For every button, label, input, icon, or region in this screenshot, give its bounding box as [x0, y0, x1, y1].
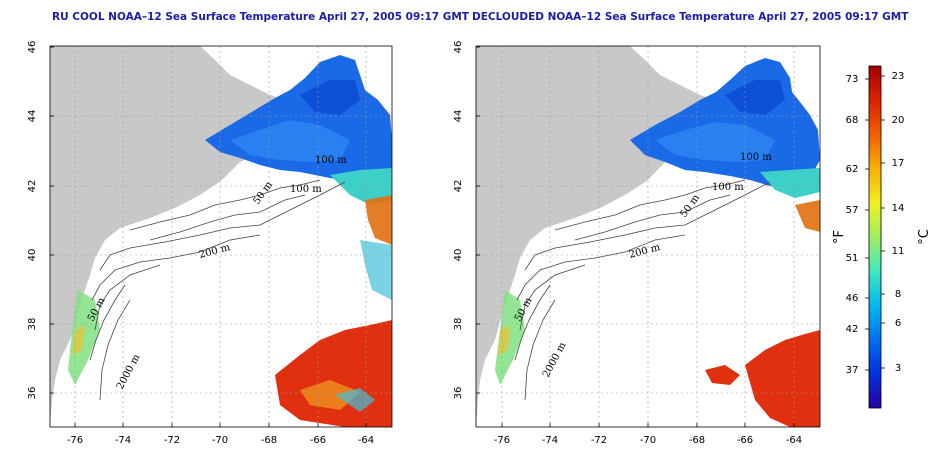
fahrenheit-tick: 73 [846, 74, 859, 85]
lat-tick-labels-left: 46 44 42 40 38 36 [27, 41, 38, 400]
contour-label: 100 m [740, 152, 772, 163]
lon-tick: -70 [640, 435, 656, 446]
lat-tick: 38 [453, 318, 464, 331]
colorbar-fahrenheit-ticks: 73 68 62 57 51 46 42 37 [846, 74, 859, 376]
lon-tick: -76 [67, 435, 83, 446]
lon-tick: -66 [737, 435, 753, 446]
lon-tick: -68 [261, 435, 277, 446]
fahrenheit-tick: 51 [846, 253, 859, 264]
lon-tick: -72 [164, 435, 180, 446]
colorbar: 73 68 62 57 51 46 42 37 23 20 17 14 11 8… [832, 65, 932, 409]
lat-tick: 36 [27, 387, 38, 400]
celsius-tick: 14 [892, 203, 905, 214]
lat-tick: 44 [27, 110, 38, 123]
fahrenheit-unit-label: °F [832, 230, 847, 244]
lon-tick: -76 [494, 435, 510, 446]
lat-tick: 36 [453, 387, 464, 400]
lat-tick: 40 [453, 249, 464, 262]
lon-tick: -74 [115, 435, 131, 446]
lon-tick: -66 [310, 435, 326, 446]
celsius-unit-label: °C [917, 229, 932, 245]
lon-tick-labels-right: -76 -74 -72 -70 -68 -66 -64 [494, 435, 802, 446]
celsius-tick: 23 [892, 71, 905, 82]
panel-title-right: DECLOUDED NOAA–12 Sea Surface Temperatur… [472, 11, 909, 23]
celsius-tick: 17 [892, 158, 905, 169]
lat-tick: 42 [27, 180, 38, 193]
contour-label: 100 m [315, 155, 347, 166]
lat-tick: 40 [27, 249, 38, 262]
lon-tick: -68 [689, 435, 705, 446]
lon-tick: -70 [212, 435, 228, 446]
lat-tick: 46 [453, 41, 464, 54]
map-panel-left: 100 m 50 m 200 m 50 m 2000 m 100 m 46 44… [27, 41, 393, 446]
celsius-tick: 3 [895, 363, 901, 374]
lon-tick: -64 [786, 435, 802, 446]
lon-tick: -72 [591, 435, 607, 446]
celsius-tick: 20 [892, 115, 905, 126]
celsius-tick: 6 [895, 318, 901, 329]
fahrenheit-tick: 46 [846, 293, 859, 304]
lat-tick: 44 [453, 110, 464, 123]
fahrenheit-tick: 57 [846, 205, 859, 216]
fahrenheit-tick: 37 [846, 365, 859, 376]
fahrenheit-tick: 62 [846, 164, 859, 175]
fahrenheit-tick: 42 [846, 324, 859, 335]
lon-tick-labels-left: -76 -74 -72 -70 -68 -66 -64 [67, 435, 374, 446]
lat-tick: 38 [27, 318, 38, 331]
contour-label: 100 m [290, 184, 322, 195]
contour-label: 100 m [712, 182, 744, 193]
celsius-tick: 8 [895, 289, 901, 300]
colorbar-celsius-ticks: 23 20 17 14 11 8 6 3 [892, 71, 905, 374]
lon-tick: -74 [542, 435, 558, 446]
map-panel-right: 100 m 50 m 200 m 50 m 2000 m 100 m 46 44… [453, 41, 821, 446]
lat-tick: 42 [453, 180, 464, 193]
lat-tick: 46 [27, 41, 38, 54]
panel-title-left: RU COOL NOAA–12 Sea Surface Temperature … [52, 11, 469, 23]
celsius-tick: 11 [892, 246, 905, 257]
fahrenheit-tick: 68 [846, 115, 859, 126]
lat-tick-labels-right: 46 44 42 40 38 36 [453, 41, 464, 400]
warm-water-region [745, 330, 820, 427]
colorbar-gradient [868, 65, 882, 409]
lon-tick: -64 [358, 435, 374, 446]
